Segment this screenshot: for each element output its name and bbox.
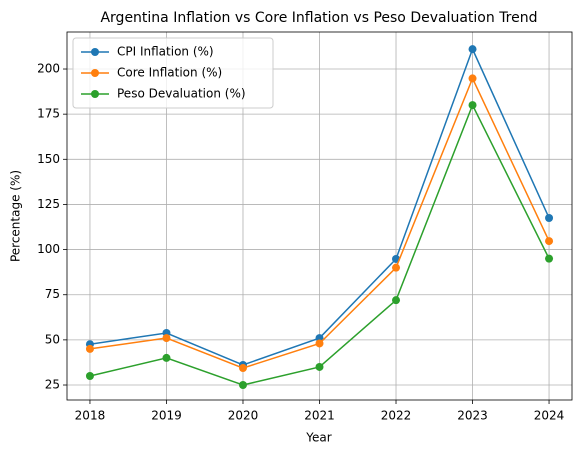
y-tick-label: 125 — [37, 197, 60, 211]
data-point — [162, 353, 171, 362]
data-point — [162, 334, 171, 343]
data-point — [315, 362, 324, 371]
y-tick-label: 100 — [37, 242, 60, 256]
legend-label: Peso Devaluation (%) — [117, 87, 246, 101]
data-point — [545, 237, 554, 246]
x-tick-label: 2021 — [304, 409, 335, 423]
data-point — [468, 74, 477, 83]
y-tick-label: 150 — [37, 152, 60, 166]
legend-marker — [91, 48, 99, 56]
legend-label: CPI Inflation (%) — [117, 45, 214, 59]
legend-marker — [91, 90, 99, 98]
y-tick-label: 175 — [37, 107, 60, 121]
data-point — [392, 296, 401, 305]
x-tick-label: 2022 — [381, 409, 412, 423]
y-axis-label: Percentage (%) — [9, 170, 23, 262]
data-point — [545, 213, 554, 222]
data-point — [238, 364, 247, 373]
data-point — [468, 101, 477, 110]
legend-marker — [91, 69, 99, 77]
data-point — [468, 45, 477, 54]
legend-box — [72, 37, 274, 109]
data-point — [315, 339, 324, 348]
x-tick-label: 2020 — [228, 409, 259, 423]
x-tick-label: 2023 — [457, 409, 488, 423]
data-point — [392, 263, 401, 272]
y-tick-label: 200 — [37, 62, 60, 76]
y-tick-label: 75 — [45, 287, 60, 301]
legend-label: Core Inflation (%) — [117, 66, 222, 80]
y-tick-label: 50 — [45, 332, 60, 346]
data-point — [238, 381, 247, 390]
x-axis-label: Year — [305, 431, 331, 445]
plot-frame — [66, 31, 573, 401]
x-tick-label: 2019 — [151, 409, 182, 423]
x-tick-label: 2024 — [534, 409, 565, 423]
data-point — [85, 371, 94, 380]
chart-title: Argentina Inflation vs Core Inflation vs… — [100, 10, 537, 26]
x-tick-label: 2018 — [75, 409, 106, 423]
data-point — [545, 254, 554, 263]
data-point — [85, 344, 94, 353]
y-tick-label: 25 — [45, 378, 60, 392]
